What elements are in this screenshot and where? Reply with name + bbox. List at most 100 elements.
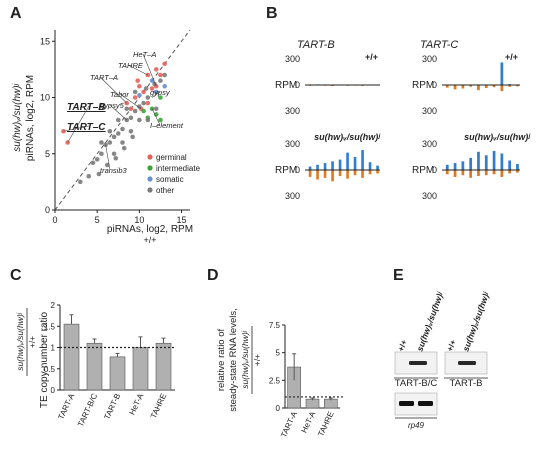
- b-tick-label: 300: [285, 139, 300, 149]
- a-point-other: [137, 117, 142, 123]
- c-x-tick-label: TART-B: [102, 392, 122, 421]
- b-antisense-bar: [445, 170, 449, 175]
- a-point-other: [145, 95, 151, 100]
- b-tick-label: 0: [295, 80, 300, 90]
- b-antisense-bar: [516, 85, 519, 87]
- panel-c: C su(hw)ᵥ/su(hw)ʲ +/+ TE copy-number rat…: [10, 267, 175, 428]
- panel-b: B TART-B TART-C +/+ +/+ su(hw)ᵥ/su(hw)ʲ …: [266, 5, 531, 201]
- panel-a-ylabel-top: su(hw)ᵥ/su(hw)ʲ: [12, 83, 23, 151]
- a-point-germinal: [158, 72, 163, 78]
- panel-a-letter: A: [10, 5, 22, 22]
- panel-d-letter: D: [207, 267, 219, 284]
- panel-a-xlabel-sub: +/+: [143, 235, 156, 245]
- a-y-tick-label: 0: [45, 205, 50, 215]
- b-antisense-bar: [338, 170, 342, 177]
- a-te-label: transib3: [100, 166, 128, 175]
- panel-c-ylabel-ratio-bottom: +/+: [27, 336, 37, 348]
- b-tick-label: 0: [432, 165, 437, 175]
- panel-b-genotype-3: su(hw)ᵥ/su(hw)ʲ: [314, 132, 381, 142]
- a-point-other: [128, 115, 134, 121]
- b-antisense-bar: [500, 170, 504, 177]
- b-antisense-bar: [323, 170, 327, 178]
- a-te-leader: [151, 91, 161, 98]
- b-tick-label: 300: [422, 106, 437, 116]
- panel-d-ylabel-ratio-top: su(hw)ᵥ/su(hw)ʲ: [240, 330, 250, 388]
- b-antisense-bar: [308, 170, 312, 177]
- c-bar: [132, 347, 149, 391]
- a-te-label: TAHRE: [118, 61, 144, 70]
- b-antisense-bar: [461, 170, 465, 176]
- panel-c-bar-chart: 0 0.5 1 1.5 2 TART-A TART-B/C TART-B HeT-A TAHRE: [44, 301, 175, 428]
- a-point-germinal: [135, 78, 140, 83]
- a-point-other: [121, 145, 127, 151]
- b-tick-label: 0: [295, 165, 300, 175]
- panel-c-letter: C: [10, 267, 22, 284]
- b-sense-bar: [453, 163, 457, 170]
- b-tick-label: 300: [422, 139, 437, 149]
- a-point-other: [113, 155, 119, 161]
- a-legend-label-germinal: germinal: [156, 153, 187, 162]
- b-antisense-bar: [469, 85, 473, 87]
- a-te-leader: [119, 93, 142, 109]
- a-point-somatic: [162, 83, 167, 89]
- a-te-label: TART–B: [67, 102, 106, 113]
- gel-label-tart-b: TART-B: [450, 378, 483, 389]
- a-point-germinal: [145, 100, 151, 106]
- a-x-tick-label: 15: [177, 215, 187, 225]
- c-x-tick-label: HeT-A: [128, 391, 146, 416]
- d-y-tick-label: 2.5: [269, 376, 281, 385]
- b-antisense-bar: [453, 170, 457, 177]
- b-sense-bar: [484, 155, 488, 170]
- b-sense-bar: [346, 152, 349, 170]
- a-te-label: TART–C: [67, 122, 106, 133]
- a-te-leader: [127, 64, 148, 76]
- a-te-leader: [151, 108, 161, 126]
- b-sense-bar: [500, 153, 504, 170]
- a-point-germinal: [162, 61, 167, 67]
- b-tick-label: 0: [432, 80, 437, 90]
- a-te-label: TART–A: [90, 73, 118, 82]
- b-sense-bar: [500, 62, 504, 85]
- b-antisense-bar: [353, 170, 357, 176]
- gel-2-band: [458, 361, 476, 365]
- gel-lane-header-1: +/+: [396, 338, 409, 352]
- a-y-tick-label: 15: [40, 36, 50, 46]
- b-ylabel: RPM: [412, 165, 434, 176]
- a-point-other: [111, 134, 117, 140]
- b-antisense-bar: [477, 85, 480, 91]
- a-point-other: [90, 160, 96, 166]
- panel-b-title-tart-c: TART-C: [420, 39, 458, 51]
- b-sense-bar: [338, 159, 342, 170]
- a-point-other: [99, 140, 104, 145]
- a-point-other: [107, 128, 113, 134]
- b-profile-2: RPM 300 0 300: [275, 139, 380, 201]
- b-antisense-bar: [500, 85, 504, 92]
- b-sense-bar: [516, 163, 519, 170]
- a-x-tick-label: 0: [52, 215, 57, 225]
- b-tick-label: 300: [422, 191, 437, 201]
- b-antisense-bar: [492, 85, 496, 88]
- a-legend-label-other: other: [156, 186, 175, 195]
- b-antisense-bar: [508, 85, 512, 87]
- gel-lane-header-4: su(hw)ᵥ/su(hw)ʲ: [460, 290, 491, 353]
- b-ylabel: RPM: [275, 165, 297, 176]
- a-legend-label-intermediate: intermediate: [156, 164, 201, 173]
- b-antisense-bar: [461, 85, 465, 89]
- b-sense-bar: [353, 157, 357, 170]
- b-profile-1: RPM 300 0 300: [412, 54, 520, 116]
- b-sense-bar: [323, 163, 327, 170]
- a-point-other: [128, 128, 134, 134]
- a-legend-marker-intermediate: [147, 165, 153, 171]
- a-point-intermediate: [158, 95, 163, 100]
- b-sense-bar: [445, 164, 449, 170]
- a-y-tick-label: 10: [40, 93, 50, 103]
- b-profile-3: RPM 300 0 300: [412, 139, 520, 201]
- b-antisense-bar: [376, 170, 379, 174]
- d-x-tick-label: TAHRE: [316, 410, 335, 438]
- a-point-intermediate: [158, 117, 163, 123]
- a-point-other: [145, 117, 151, 123]
- b-sense-bar: [492, 150, 496, 170]
